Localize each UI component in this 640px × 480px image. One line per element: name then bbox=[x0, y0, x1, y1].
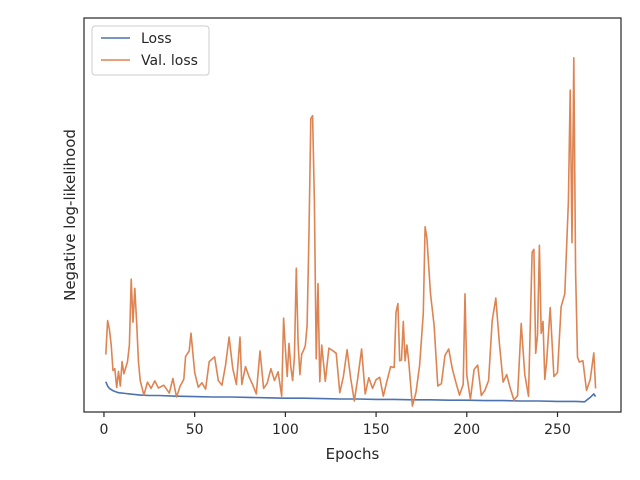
x-tick-label: 50 bbox=[186, 422, 204, 438]
x-tick-label: 0 bbox=[99, 422, 108, 438]
plot-area bbox=[84, 18, 621, 412]
y-axis-label: Negative log-likelihood bbox=[61, 129, 79, 301]
x-tick-label: 100 bbox=[272, 422, 299, 438]
legend-label-loss: Loss bbox=[141, 31, 172, 47]
axes-frame bbox=[83, 17, 622, 413]
x-axis-label: Epochs bbox=[326, 445, 380, 463]
series-layer bbox=[105, 57, 597, 407]
x-tick-label: 250 bbox=[544, 422, 571, 438]
series-line-loss bbox=[105, 381, 597, 403]
legend-label-val-loss: Val. loss bbox=[141, 53, 198, 69]
series-line-val-loss bbox=[105, 57, 597, 407]
x-tick-label: 150 bbox=[363, 422, 390, 438]
legend: Loss Val. loss bbox=[91, 25, 210, 76]
x-axis-ticks: 0 50 100 150 200 250 bbox=[99, 412, 571, 438]
x-tick-label: 200 bbox=[453, 422, 480, 438]
